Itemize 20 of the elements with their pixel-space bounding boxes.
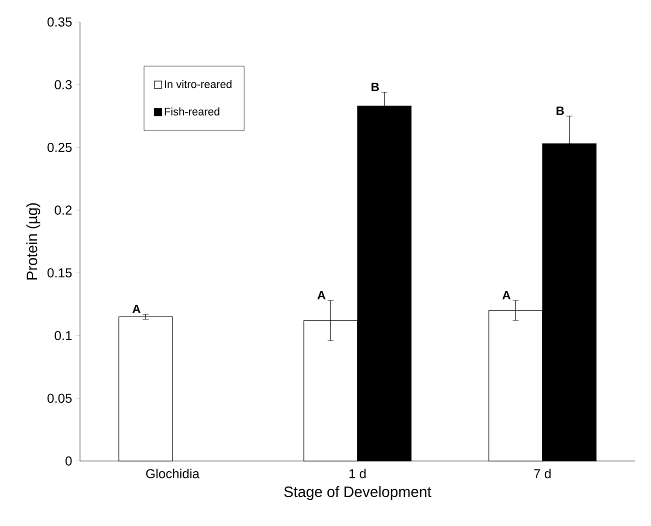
- x-tick-label: Glochidia: [146, 468, 200, 478]
- y-tick-label: 0.25: [48, 142, 72, 152]
- y-tick-label: 0.1: [54, 330, 72, 340]
- annotation: A: [502, 291, 510, 300]
- y-tick-label: 0.3: [54, 80, 72, 90]
- annotation: A: [132, 304, 140, 314]
- y-tick-label: 0.2: [54, 206, 72, 215]
- y-tick-label: 0.15: [48, 268, 72, 278]
- x-axis-title: Stage of Development: [284, 486, 432, 500]
- y-tick-label: 0: [66, 456, 72, 466]
- legend-label: Fish-reared: [164, 107, 220, 116]
- annotation: B: [372, 82, 379, 92]
- y-tick-label: 0.05: [48, 394, 72, 403]
- annotation: B: [556, 106, 564, 115]
- y-tick-label: 0.35: [48, 17, 72, 27]
- legend-label: In vitro-reared: [164, 80, 232, 88]
- annotation: A: [317, 291, 326, 300]
- y-axis-title: Protein (µg): [26, 203, 40, 280]
- x-tick-label: 1 d: [349, 468, 366, 478]
- x-tick-label: 7 d: [534, 468, 551, 478]
